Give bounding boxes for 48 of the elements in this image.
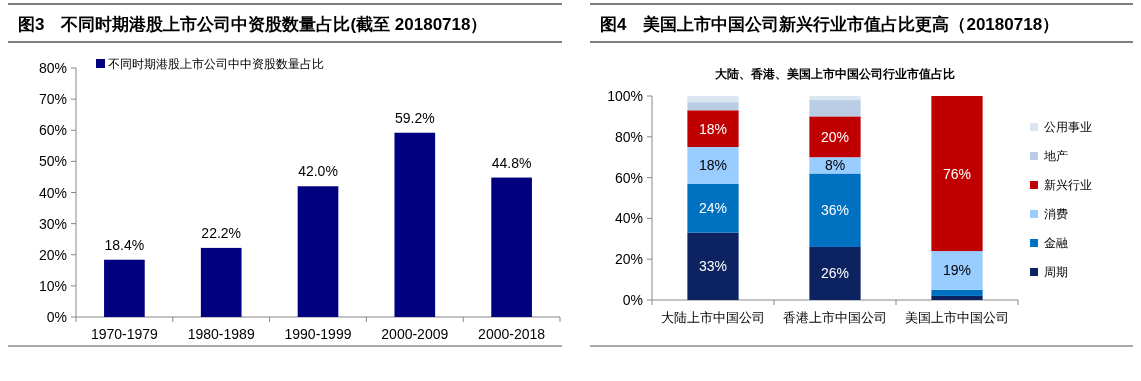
data-label: 76% [942,165,972,182]
data-label: 20% [820,128,850,145]
x-tick-label: 1990-1999 [284,326,352,342]
data-label: 8% [824,157,846,174]
data-label: 18.4% [104,236,145,253]
data-label: 22.2% [201,224,242,241]
y-tick-label: 10% [38,277,67,294]
y-tick-label: 0% [622,292,643,308]
y-tick-label: 60% [38,122,67,139]
x-tick-label: 美国上市中国公司 [905,310,1009,325]
x-tick-label: 1980-1989 [187,326,255,342]
legend-label: 金融 [1044,236,1068,250]
y-tick-label: 40% [614,210,643,227]
legend-label: 不同时期港股上市公司中中资股数量占比 [108,57,324,71]
data-label: 59.2% [394,109,435,126]
data-label: 42.0% [298,163,338,180]
legend-label: 公用事业 [1044,120,1092,134]
y-tick-label: 100% [607,88,643,104]
y-tick-label: 0% [46,309,67,325]
chart-title: 图4 美国上市中国公司新兴行业市值占比更高（20180718） [600,15,1060,34]
legend-label: 地产 [1043,149,1068,163]
data-label: 19% [942,262,972,279]
chart-subtitle: 大陆、香港、美国上市中国公司行业市值占比 [715,67,955,81]
x-tick-label: 2000-2009 [381,326,449,342]
data-label: 36% [820,202,850,219]
legend-label: 周期 [1044,265,1068,279]
y-tick-label: 80% [614,128,643,145]
legend-label: 消费 [1044,207,1068,221]
data-label: 18% [698,157,728,174]
x-tick-label: 大陆上市中国公司 [661,310,765,325]
legend-label: 新兴行业 [1044,178,1092,192]
data-label: 33% [698,258,728,275]
y-tick-label: 20% [38,246,67,263]
x-tick-label: 2000-2018 [478,326,546,342]
y-tick-label: 60% [614,169,643,186]
x-tick-label: 香港上市中国公司 [783,310,887,325]
data-label: 24% [698,200,728,217]
y-tick-label: 80% [38,60,67,76]
y-tick-label: 50% [38,153,67,170]
chart-title: 图3 不同时期港股上市公司中资股数量占比(截至 20180718） [18,15,488,34]
y-tick-label: 40% [38,184,67,201]
data-label: 44.8% [491,154,532,171]
data-label: 26% [820,265,850,282]
y-tick-label: 30% [38,215,67,232]
y-tick-label: 20% [614,251,643,268]
y-tick-label: 70% [38,91,67,108]
x-tick-label: 1970-1979 [90,326,159,342]
data-label: 18% [698,120,728,137]
